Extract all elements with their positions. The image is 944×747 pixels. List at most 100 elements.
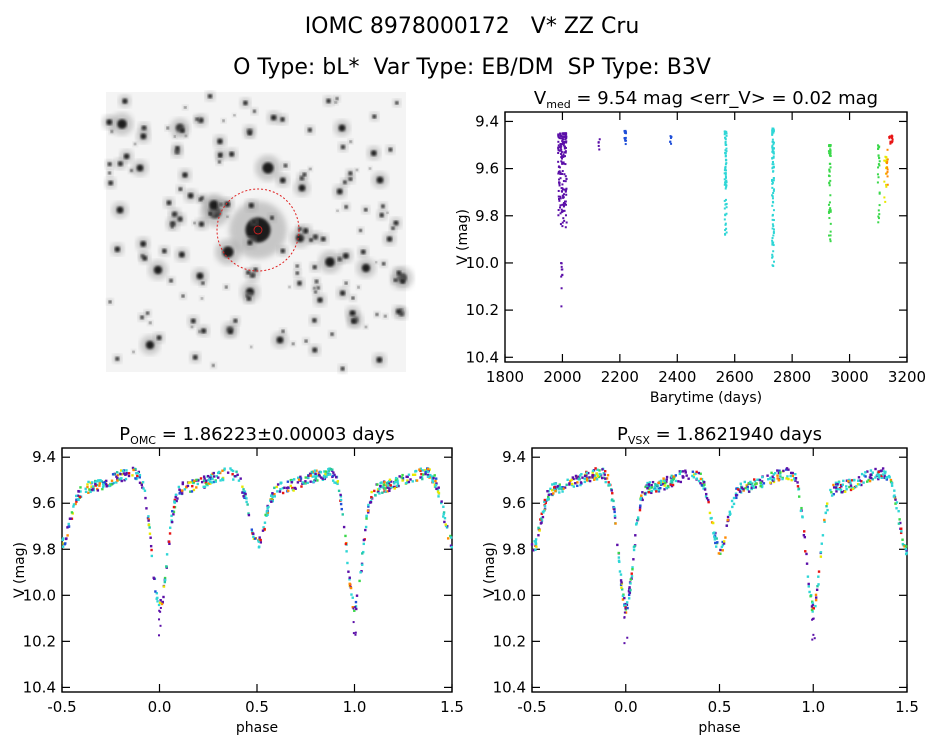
data-point [705,492,708,496]
data-point [563,204,566,207]
star [190,325,193,329]
data-point [560,160,563,163]
data-point [244,492,247,496]
data-point [135,472,138,475]
data-point [394,478,398,482]
data-point [895,501,899,504]
data-point [732,502,736,506]
data-point [581,476,584,479]
plot-frame [504,111,908,363]
star [348,176,353,182]
data-point [805,552,808,556]
data-point [127,474,131,478]
data-point [724,181,727,184]
data-point [140,482,143,485]
star [218,153,222,158]
data-point [771,144,774,147]
data-point [426,473,430,477]
data-point [782,469,785,473]
data-point [747,482,751,485]
star [361,263,371,273]
data-point [202,485,205,489]
data-point [558,182,561,185]
data-point [203,477,206,480]
data-point [749,480,752,484]
data-point [252,532,255,536]
data-point [76,494,80,497]
data-point [877,209,880,212]
data-point [245,500,248,504]
data-point [781,477,784,481]
data-point [811,638,814,641]
data-point [91,481,94,484]
data-point [723,130,726,133]
data-point [264,513,267,517]
data-point [724,155,727,158]
data-point [725,227,728,230]
data-point [565,178,568,181]
data-point [734,492,738,495]
data-point [796,485,800,488]
data-point [193,479,196,483]
data-point [217,476,220,479]
data-point [283,486,286,489]
data-point [651,480,655,484]
x-tick-label: 2000 [543,368,581,386]
data-point [647,483,651,486]
data-point [163,576,167,580]
data-point [619,579,623,582]
data-point [886,160,889,163]
data-point [221,477,224,481]
data-point [342,525,346,529]
data-point [725,179,728,182]
data-point [84,487,87,490]
data-point [99,479,102,482]
data-point [562,195,565,198]
data-point [424,472,427,476]
data-point [336,482,339,486]
x-axis-label: phase [236,720,278,736]
data-point [564,151,567,154]
data-point [158,618,161,621]
data-point [95,483,99,487]
data-point [869,469,873,472]
data-point [699,472,702,475]
x-tick-label: -0.5 [47,698,76,716]
data-point [694,472,697,475]
data-point [87,491,90,494]
data-point [629,578,632,581]
data-point [839,483,843,487]
star [224,201,231,208]
panel-title: PVSX = 1.8621940 days [617,424,822,447]
data-point [396,482,400,485]
data-point [724,138,727,141]
data-point [810,608,814,612]
data-point [877,166,880,169]
data-point [273,492,276,496]
data-point [654,482,657,486]
data-point [420,473,423,476]
star [142,255,148,261]
data-point [388,489,391,493]
star [279,177,286,184]
data-point [560,157,563,160]
data-point [876,173,879,176]
data-point [577,475,580,479]
data-point [598,475,601,479]
data-point [885,183,888,186]
chart-subtitle: O Type: bL* Var Type: EB/DM SP Type: B3V [233,55,711,80]
data-point [159,610,162,613]
data-point [772,179,775,182]
data-point [750,486,753,489]
data-point [435,482,438,485]
star [309,167,312,171]
data-point [293,486,297,490]
data-point [136,474,139,478]
data-point [364,525,368,529]
data-point [263,521,267,524]
data-point [708,511,712,515]
data-point [449,544,453,547]
data-point [717,552,721,555]
data-point [400,476,403,479]
